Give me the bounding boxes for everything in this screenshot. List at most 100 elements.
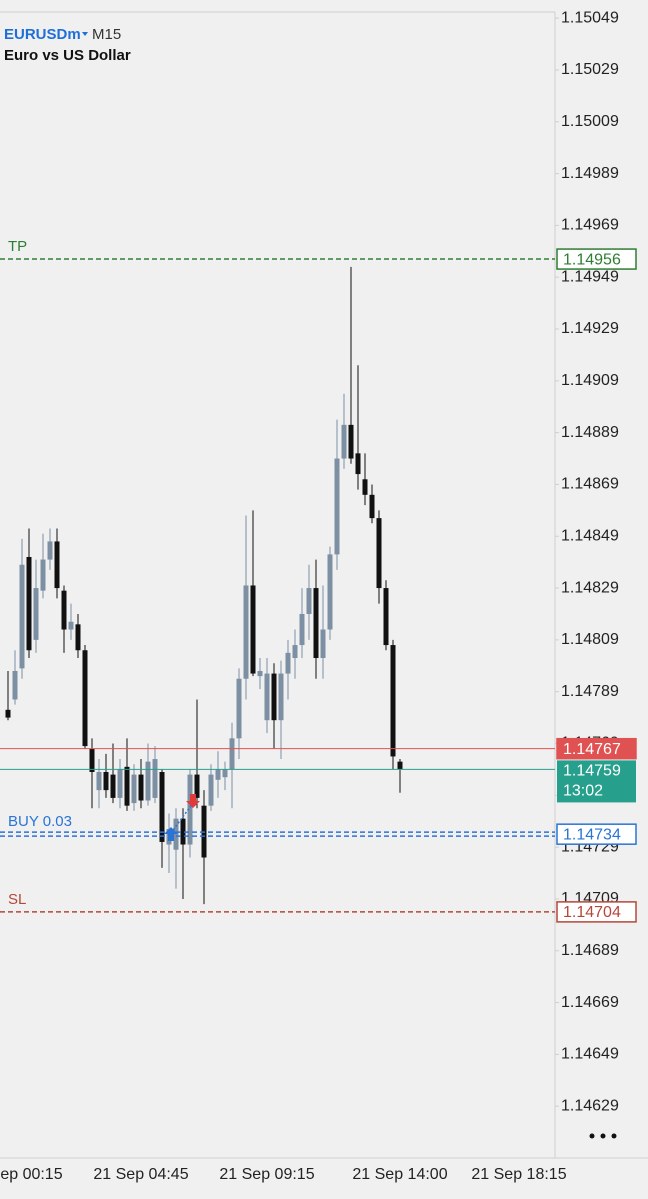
y-tick-label: 1.14789 bbox=[561, 683, 619, 700]
menu[interactable] bbox=[589, 1133, 617, 1139]
ask-tag-box bbox=[556, 737, 637, 760]
buy-arrow bbox=[164, 827, 178, 841]
candle-body bbox=[250, 585, 256, 674]
bid-tag-box bbox=[557, 760, 636, 803]
candle-body bbox=[355, 453, 361, 475]
candle-body bbox=[264, 673, 270, 721]
y-tick-label: 1.14669 bbox=[561, 994, 619, 1011]
y-tick-label: 1.14929 bbox=[561, 320, 619, 337]
candle-body bbox=[278, 673, 284, 721]
candle-body bbox=[313, 588, 319, 659]
level-label: BUY 0.03 bbox=[8, 813, 72, 830]
candle-body bbox=[47, 541, 53, 560]
x-tick-label: 21 Sep 09:15 bbox=[219, 1166, 314, 1183]
ask-tag-value: 1.14767 bbox=[563, 741, 621, 758]
symbol-dropdown bbox=[82, 32, 88, 36]
y-tick-label: 1.14989 bbox=[561, 165, 619, 182]
candle-body bbox=[110, 774, 116, 798]
level-tag-box bbox=[556, 901, 637, 923]
candle-body bbox=[145, 761, 151, 801]
candle-body bbox=[334, 458, 340, 555]
candle-body bbox=[299, 613, 305, 646]
candle-body bbox=[40, 559, 46, 591]
candle-body bbox=[292, 645, 298, 659]
y-tick-label: 1.15029 bbox=[561, 61, 619, 78]
x-tick-label: 21 Sep 04:45 bbox=[93, 1166, 188, 1183]
y-tick-label: 1.14849 bbox=[561, 527, 619, 544]
candle-body bbox=[131, 774, 137, 804]
candle-body bbox=[285, 652, 291, 674]
level-tag-value: 1.14956 bbox=[563, 251, 621, 268]
y-tick-label: 1.14949 bbox=[561, 268, 619, 285]
y-tick-label: 1.14909 bbox=[561, 372, 619, 389]
bid-countdown: 13:02 bbox=[563, 783, 603, 800]
candle-body bbox=[208, 774, 214, 806]
symbol: EURUSDm bbox=[4, 26, 81, 43]
x-tick-label: 21 Sep 00:15 bbox=[0, 1166, 63, 1183]
y-tick-label: 1.14649 bbox=[561, 1046, 619, 1063]
timeframe: M15 bbox=[92, 26, 121, 43]
y-tick-label: 1.14809 bbox=[561, 631, 619, 648]
candle-body bbox=[376, 518, 382, 589]
menu-dot[interactable] bbox=[611, 1133, 617, 1139]
bid-tag-value: 1.14759 bbox=[563, 763, 621, 780]
candle-body bbox=[222, 769, 228, 778]
y-tick-label: 1.15049 bbox=[561, 9, 619, 26]
candle-body bbox=[341, 424, 347, 459]
subtitle: Euro vs US Dollar bbox=[4, 47, 131, 64]
candle-body bbox=[187, 774, 193, 845]
y-tick-label: 1.14629 bbox=[561, 1097, 619, 1114]
candle-body bbox=[5, 709, 11, 718]
candle-body bbox=[138, 774, 144, 801]
level-tag-box bbox=[556, 248, 637, 270]
menu-dot[interactable] bbox=[589, 1133, 595, 1139]
candle-body bbox=[33, 588, 39, 640]
candle-body bbox=[194, 774, 200, 798]
candle-body bbox=[26, 556, 32, 651]
candle-body bbox=[369, 494, 375, 519]
y-tick-label: 1.14689 bbox=[561, 942, 619, 959]
candle-body bbox=[61, 590, 67, 630]
candle-body bbox=[390, 645, 396, 757]
candle-body bbox=[243, 585, 249, 679]
y-tick-label: 1.14869 bbox=[561, 476, 619, 493]
y-tick-label: 1.14889 bbox=[561, 424, 619, 441]
candle-body bbox=[236, 678, 242, 739]
y-tick-label: 1.14829 bbox=[561, 579, 619, 596]
candle-body bbox=[397, 761, 403, 770]
candle-body bbox=[159, 772, 165, 842]
candle-body bbox=[257, 670, 263, 677]
candle-body bbox=[152, 759, 158, 798]
x-tick-label: 21 Sep 18:15 bbox=[471, 1166, 566, 1183]
candle-body bbox=[19, 564, 25, 669]
menu-dot[interactable] bbox=[600, 1133, 606, 1139]
plot-area bbox=[5, 266, 403, 905]
candle-body bbox=[383, 588, 389, 646]
candle-body bbox=[320, 629, 326, 659]
candle-body bbox=[96, 772, 102, 791]
candle-body bbox=[229, 738, 235, 770]
candle-body bbox=[124, 766, 130, 806]
candle-body bbox=[117, 769, 123, 798]
sell-arrow bbox=[186, 794, 200, 808]
candle-body bbox=[54, 541, 60, 589]
candle-body bbox=[271, 673, 277, 721]
y-tick-label: 1.15009 bbox=[561, 113, 619, 130]
candle-body bbox=[12, 670, 18, 700]
level-tag-value: 1.14734 bbox=[563, 826, 621, 843]
level-label: SL bbox=[8, 891, 26, 908]
candle-body bbox=[215, 769, 221, 780]
y-tick-label: 1.14969 bbox=[561, 217, 619, 234]
x-tick-label: 21 Sep 14:00 bbox=[352, 1166, 447, 1183]
candle-body bbox=[68, 621, 74, 630]
level-tag-value: 1.14704 bbox=[563, 904, 621, 921]
candle-body bbox=[173, 818, 179, 850]
candle-body bbox=[75, 624, 81, 651]
trade-markers bbox=[164, 794, 200, 841]
candle-body bbox=[362, 479, 368, 495]
candle-body bbox=[180, 818, 186, 845]
candle-body bbox=[82, 650, 88, 747]
candle-body bbox=[306, 588, 312, 614]
